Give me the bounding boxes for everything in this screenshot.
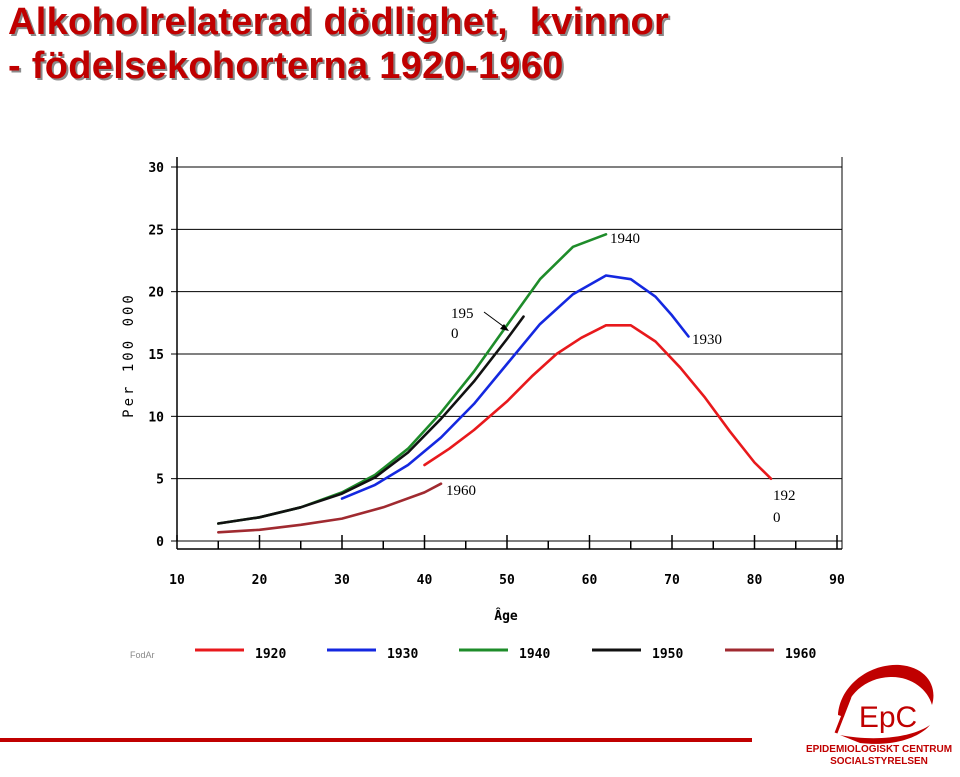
- annotation-1950-line1: 195: [451, 306, 474, 322]
- x-tick-label-90: 90: [829, 573, 845, 588]
- annotation-1950-arrowhead: [500, 324, 509, 331]
- y-tick-label-25: 25: [148, 223, 164, 238]
- x-tick-label-50: 50: [499, 573, 515, 588]
- legend-label-1920: 1920: [255, 647, 286, 662]
- mortality-line-chart: 0 5 10 15 20 25 30 10 20 30 40 50 60 70 80 90 Per 100 0…: [121, 157, 845, 662]
- annotation-1930: 1930: [692, 332, 722, 348]
- source-label: FodAr: [130, 650, 155, 660]
- y-tick-label-30: 30: [148, 161, 164, 176]
- organization-name: EPIDEMIOLOGISKT CENTRUM SOCIALSTYRELSEN: [800, 744, 958, 768]
- annotation-1930-line1: 1930: [692, 332, 722, 348]
- footer-divider: [0, 738, 752, 742]
- logo-underline-icon: [840, 725, 930, 744]
- x-tick-label-70: 70: [664, 573, 680, 588]
- annotation-1940: 1940: [610, 231, 640, 247]
- x-tick-label-40: 40: [417, 573, 433, 588]
- x-tick-label-80: 80: [747, 573, 763, 588]
- annotation-1960-line1: 1960: [446, 483, 476, 499]
- y-tick-label-5: 5: [156, 473, 164, 488]
- organization-line-1: EPIDEMIOLOGISKT CENTRUM: [805, 744, 953, 755]
- annotation-1960: 1960: [446, 483, 476, 499]
- logo-text: EpC: [859, 701, 917, 734]
- series-line-1960: [217, 482, 443, 534]
- epc-logo: EpC: [834, 664, 934, 744]
- series-line-1920: [423, 323, 773, 481]
- annotation-1940-line1: 1940: [610, 231, 640, 247]
- series-line-1940: [217, 233, 608, 525]
- series-line-1950: [217, 315, 525, 525]
- page-title: Alkoholrelaterad dödlighet, kvinnor - fö…: [8, 0, 669, 88]
- annotation-1920-line2: 0: [773, 510, 781, 526]
- y-tick-label-15: 15: [148, 348, 164, 363]
- legend-label-1960: 1960: [785, 647, 816, 662]
- chart-series: [217, 233, 773, 534]
- series-line-1930: [340, 274, 690, 500]
- chart-axes: 0 5 10 15 20 25 30 10 20 30 40 50 60 70 80 90: [148, 157, 845, 588]
- y-tick-label-0: 0: [156, 535, 164, 550]
- y-tick-label-10: 10: [148, 410, 164, 425]
- annotation-1950-line2: 0: [451, 326, 459, 342]
- x-tick-label-10: 10: [169, 573, 185, 588]
- x-tick-label-20: 20: [252, 573, 268, 588]
- organization-line-2: SOCIALSTYRELSEN: [830, 756, 928, 767]
- y-axis-title: Per 100 000: [121, 292, 137, 418]
- x-tick-label-30: 30: [334, 573, 350, 588]
- title-line-2: - födelsekohorterna 1920-1960: [8, 45, 564, 87]
- legend-label-1940: 1940: [519, 647, 550, 662]
- logo-swoosh-icon: [838, 664, 934, 717]
- title-line-1: Alkoholrelaterad dödlighet, kvinnor: [8, 1, 670, 43]
- annotation-1920-line1: 192: [773, 488, 796, 504]
- y-tick-label-20: 20: [148, 286, 164, 301]
- legend-label-1950: 1950: [652, 647, 683, 662]
- logo-slash-icon: [834, 696, 852, 734]
- annotation-1920: 192 0: [773, 488, 796, 526]
- legend-label-1930: 1930: [387, 647, 418, 662]
- chart-legend: 1920 1930 1940 1950 1960: [195, 647, 816, 662]
- x-tick-label-60: 60: [582, 573, 598, 588]
- annotation-1950: 195 0: [451, 306, 509, 342]
- x-axis-title: Âge: [494, 608, 518, 624]
- chart-grid: [177, 157, 843, 549]
